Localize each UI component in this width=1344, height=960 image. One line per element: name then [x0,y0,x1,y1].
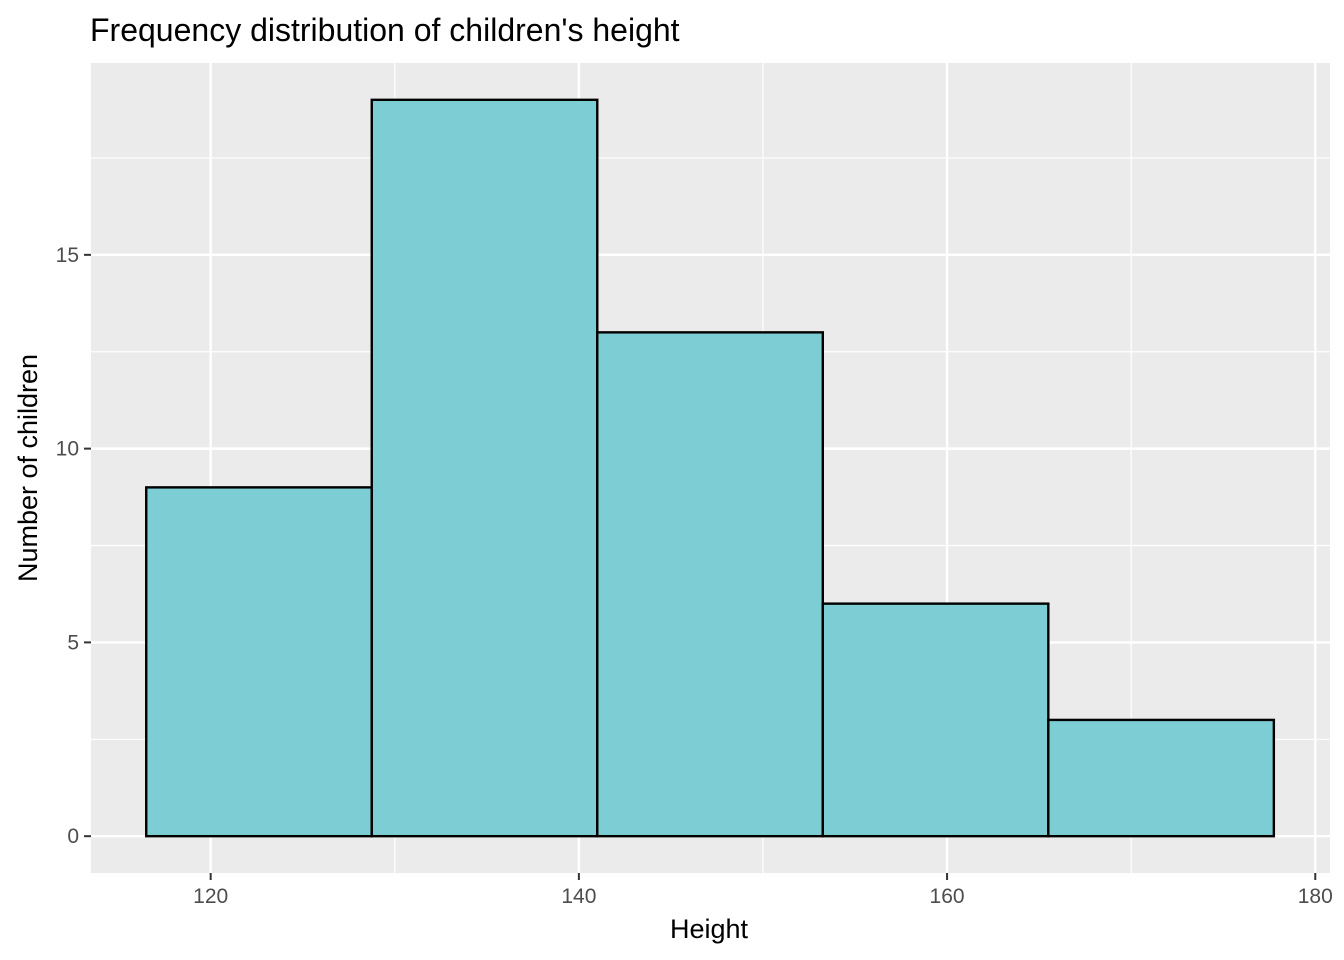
chart-title: Frequency distribution of children's hei… [90,12,680,48]
y-tick-label: 0 [67,825,79,848]
x-axis-title: Height [670,914,749,944]
x-tick-label: 160 [930,885,965,908]
histogram-bars [145,98,1276,838]
y-tick-label: 15 [56,244,79,267]
x-tick-label: 140 [561,885,596,908]
y-axis-title: Number of children [13,354,43,582]
histogram-bar [596,331,825,838]
y-tick-label: 10 [56,438,79,461]
x-tick-label: 120 [193,885,228,908]
histogram-bar [370,98,599,838]
x-axis: 120 140 160 180 [193,873,1333,908]
x-tick-label: 180 [1298,885,1333,908]
histogram-bar [821,602,1050,838]
y-axis: 0 5 10 15 [56,244,91,848]
y-tick-label: 5 [67,631,79,654]
histogram-bar [1047,718,1276,838]
histogram-bar [145,486,373,838]
